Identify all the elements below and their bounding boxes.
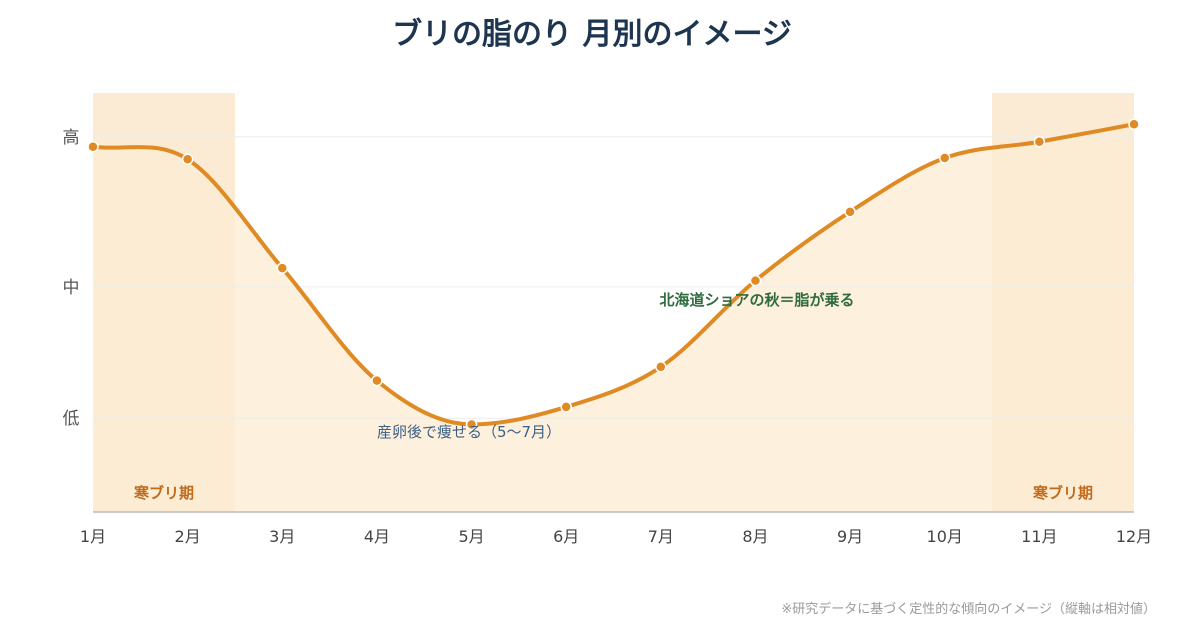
x-tick-label: 5月: [458, 527, 484, 546]
x-tick-label: 9月: [837, 527, 863, 546]
x-tick-label: 7月: [648, 527, 674, 546]
gridlines: [93, 136, 1134, 419]
data-point: [276, 262, 289, 274]
x-tick-label: 12月: [1116, 527, 1152, 546]
y-tick-label: 中: [63, 278, 80, 298]
data-point: [87, 141, 99, 153]
x-tick-label: 4月: [364, 527, 390, 546]
season-label: 寒ブリ期: [134, 484, 194, 502]
x-tick-label: 1月: [80, 527, 106, 546]
chart-title: ブリの脂のり 月別のイメージ: [392, 17, 792, 52]
y-tick-label: 低: [63, 409, 80, 429]
labels: ブリの脂のり 月別のイメージ 北海道ショアの秋＝脂が乗る 産卵後で痩せる（5〜7…: [63, 17, 1157, 617]
x-tick-label: 8月: [742, 527, 768, 546]
data-point: [655, 361, 667, 373]
area-fill: [93, 124, 1134, 513]
data-point: [181, 153, 194, 166]
x-tick-label: 10月: [927, 527, 963, 546]
annotation-autumn: 北海道ショアの秋＝脂が乗る: [659, 291, 854, 309]
x-tick-label: 6月: [553, 527, 579, 546]
season-label: 寒ブリ期: [1033, 484, 1093, 502]
data-point: [371, 374, 383, 387]
data-point: [1033, 136, 1046, 148]
y-tick-label: 高: [63, 128, 80, 148]
data-point: [749, 274, 762, 287]
x-tick-label: 2月: [175, 527, 201, 546]
data-point: [465, 418, 478, 431]
annotation-spawning: 産卵後で痩せる（5〜7月）: [377, 423, 561, 441]
data-point: [938, 152, 951, 164]
data-point: [1128, 118, 1140, 131]
data-point: [844, 206, 856, 218]
data-point: [560, 401, 572, 413]
x-tick-label: 11月: [1021, 527, 1057, 546]
data-points: [87, 118, 1140, 431]
area-under-line: [93, 124, 1134, 513]
x-tick-label: 3月: [269, 527, 295, 546]
footnote: ※研究データに基づく定性的な傾向のイメージ（縦軸は相対値）: [781, 601, 1156, 617]
